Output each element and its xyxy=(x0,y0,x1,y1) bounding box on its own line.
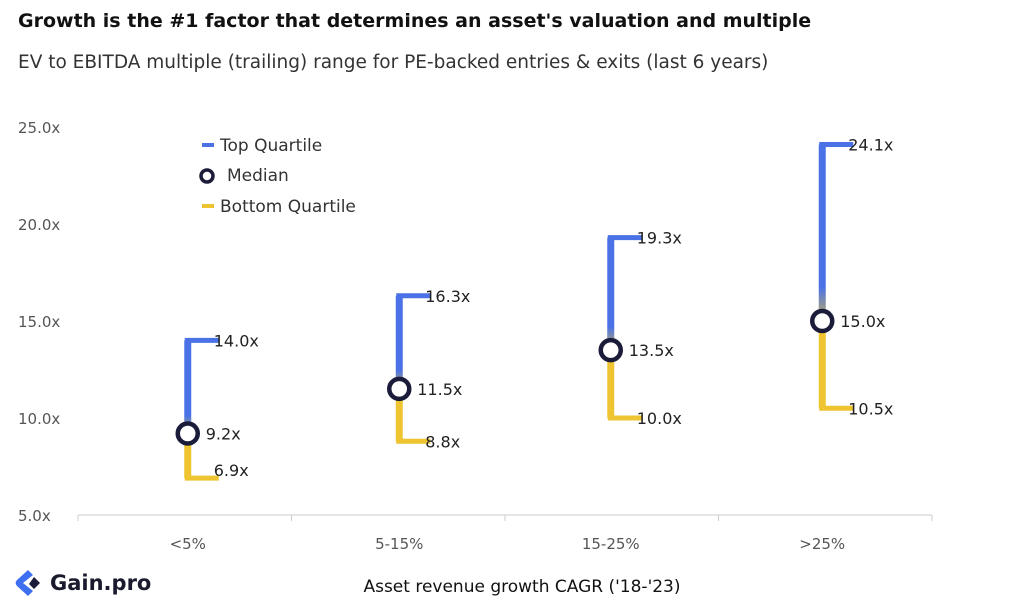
brand: Gain.pro xyxy=(12,568,151,598)
x-tick-label: >25% xyxy=(799,535,845,553)
median-marker xyxy=(387,376,412,402)
y-tick-label: 20.0x xyxy=(18,216,60,234)
bottom-quartile-label: 10.0x xyxy=(637,409,682,428)
legend-top-label: Top Quartile xyxy=(219,136,322,156)
brand-name: Gain.pro xyxy=(50,571,152,595)
range-group: 16.3x 11.5x 8.8x xyxy=(387,287,470,451)
y-tick-label: 25.0x xyxy=(18,119,60,137)
top-quartile-label: 24.1x xyxy=(848,135,893,154)
range-group: 19.3x 13.5x 10.0x xyxy=(598,229,682,428)
y-tick-label: 10.0x xyxy=(18,410,60,428)
x-tick-label: 15-25% xyxy=(582,535,640,553)
x-tick-label: <5% xyxy=(170,535,206,553)
median-label: 11.5x xyxy=(417,380,462,399)
y-tick-label: 15.0x xyxy=(18,313,60,331)
range-group: 24.1x 15.0x 10.5x xyxy=(810,135,893,418)
bottom-quartile-label: 6.9x xyxy=(214,461,249,480)
median-label: 13.5x xyxy=(629,341,674,360)
bottom-quartile-label: 8.8x xyxy=(425,432,460,451)
chart-title: Growth is the #1 factor that determines … xyxy=(18,10,812,32)
median-marker xyxy=(175,421,200,446)
median-label: 9.2x xyxy=(206,425,241,444)
chart-subtitle: EV to EBITDA multiple (trailing) range f… xyxy=(18,52,769,73)
top-quartile-label: 14.0x xyxy=(214,331,259,350)
top-quartile-label: 19.3x xyxy=(637,229,682,248)
median-marker xyxy=(810,308,835,334)
median-marker xyxy=(598,337,623,363)
range-group: 14.0x 9.2x 6.9x xyxy=(175,331,259,481)
x-tick-label: 5-15% xyxy=(375,535,423,553)
top-quartile-label: 16.3x xyxy=(425,287,470,306)
y-tick-label: 5.0x xyxy=(18,507,51,525)
x-axis-title: Asset revenue growth CAGR ('18-'23) xyxy=(363,577,680,597)
gain-pro-logo-icon xyxy=(15,570,40,596)
median-label: 15.0x xyxy=(840,312,885,331)
bottom-quartile-label: 10.5x xyxy=(848,399,893,418)
legend-median-label: Median xyxy=(227,166,289,186)
legend-bottom-label: Bottom Quartile xyxy=(220,197,356,217)
legend-median-swatch xyxy=(199,168,215,184)
